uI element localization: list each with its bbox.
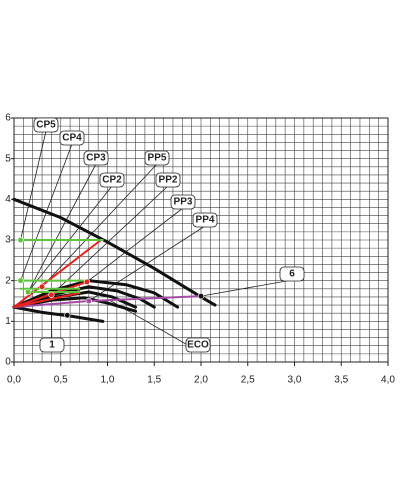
annotation-box bbox=[170, 194, 196, 210]
x-tick-label: 3,5 bbox=[334, 375, 348, 386]
leader-line bbox=[200, 279, 293, 297]
leader-line bbox=[41, 163, 158, 288]
point bbox=[64, 312, 71, 319]
leader-line bbox=[86, 207, 184, 283]
annotation-box bbox=[144, 150, 170, 166]
annotation: PP2 bbox=[159, 175, 178, 186]
curve bbox=[12, 197, 217, 307]
x-tick-label: 2,5 bbox=[241, 375, 255, 386]
annotation: PP5 bbox=[148, 153, 167, 164]
annotation: 6 bbox=[289, 269, 295, 280]
annotation-box bbox=[192, 212, 218, 228]
point bbox=[85, 297, 92, 305]
annotation: CP2 bbox=[102, 175, 122, 186]
annotation-box bbox=[39, 337, 65, 353]
annotation: ECO bbox=[187, 340, 209, 351]
y-tick-label: 0 bbox=[5, 357, 11, 368]
annotation: CP5 bbox=[36, 120, 56, 131]
annotation-box bbox=[59, 130, 85, 146]
y-tick-label: 5 bbox=[5, 153, 11, 164]
point bbox=[17, 277, 24, 284]
annotation: CP3 bbox=[86, 153, 106, 164]
annotation-box bbox=[185, 337, 211, 353]
x-tick-label: 2,0 bbox=[194, 375, 208, 386]
annotation-box bbox=[155, 172, 181, 188]
annotation-box bbox=[99, 172, 125, 188]
annotation: PP3 bbox=[174, 197, 193, 208]
y-tick-label: 3 bbox=[5, 235, 11, 246]
y-tick-label: 4 bbox=[5, 194, 11, 205]
point bbox=[24, 288, 32, 296]
x-tick-label: 0,0 bbox=[7, 375, 21, 386]
point bbox=[17, 236, 24, 244]
point bbox=[48, 291, 55, 299]
curve bbox=[13, 291, 81, 309]
annotation-box bbox=[279, 266, 305, 282]
curve bbox=[12, 305, 105, 323]
annotation-box bbox=[83, 150, 109, 166]
annotation: PP4 bbox=[196, 215, 215, 226]
leader-line bbox=[27, 163, 97, 293]
leader-line bbox=[20, 130, 47, 241]
x-tick-label: 0,5 bbox=[54, 375, 68, 386]
annotation: CP4 bbox=[62, 133, 82, 144]
y-tick-label: 6 bbox=[5, 113, 11, 124]
annotation-box bbox=[33, 117, 59, 133]
leader-line bbox=[51, 185, 169, 296]
y-tick-label: 1 bbox=[5, 316, 11, 327]
point bbox=[83, 278, 91, 285]
point bbox=[197, 293, 205, 300]
curve bbox=[13, 239, 102, 309]
x-tick-label: 1,0 bbox=[101, 375, 115, 386]
x-tick-label: 3,0 bbox=[288, 375, 302, 386]
x-tick-label: 4,0 bbox=[381, 375, 395, 386]
point bbox=[38, 283, 46, 290]
x-tick-label: 1,5 bbox=[147, 375, 161, 386]
annotation: 1 bbox=[49, 340, 55, 351]
y-tick-label: 2 bbox=[5, 275, 11, 286]
curve bbox=[12, 279, 180, 309]
